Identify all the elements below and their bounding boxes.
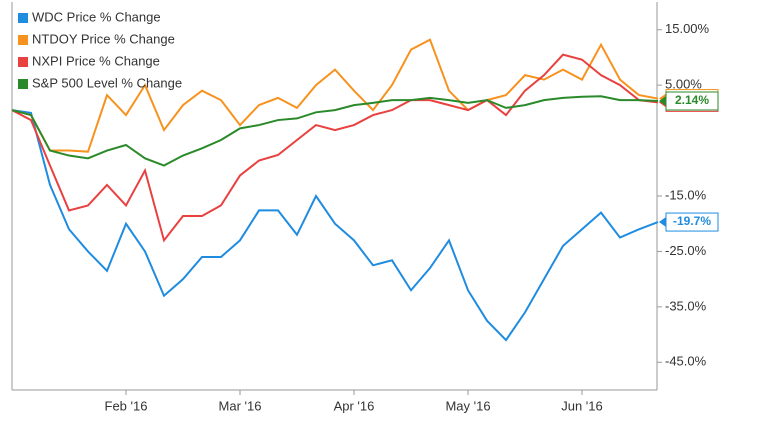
x-tick-label: Jun '16 xyxy=(561,398,603,413)
x-tick-label: Apr '16 xyxy=(334,398,375,413)
y-tick-label: -45.0% xyxy=(665,354,707,369)
y-tick-label: -15.0% xyxy=(665,187,707,202)
x-tick-label: Mar '16 xyxy=(219,398,262,413)
end-label-text: -19.7% xyxy=(673,214,711,228)
x-tick-label: Feb '16 xyxy=(105,398,148,413)
legend-label: NXPI Price % Change xyxy=(32,53,160,68)
y-tick-label: -25.0% xyxy=(665,243,707,258)
y-tick-label: -35.0% xyxy=(665,298,707,313)
legend-swatch xyxy=(18,35,28,45)
end-label: -19.7% xyxy=(659,212,719,232)
legend-label: S&P 500 Level % Change xyxy=(32,75,182,90)
series-line xyxy=(11,109,659,342)
end-label-pointer xyxy=(659,95,666,106)
end-label: 2.14% xyxy=(659,91,719,111)
series-line xyxy=(11,53,659,243)
end-label-pointer xyxy=(659,217,666,228)
legend-swatch xyxy=(18,57,28,67)
end-label-text: 2.14% xyxy=(675,93,709,107)
legend-label: WDC Price % Change xyxy=(32,9,161,24)
series-line xyxy=(11,95,659,167)
y-tick-label: 5.00% xyxy=(665,77,702,92)
series-line xyxy=(11,38,659,153)
x-tick-label: May '16 xyxy=(445,398,490,413)
legend-swatch xyxy=(18,13,28,23)
y-tick-label: 15.00% xyxy=(665,21,710,36)
legend-label: NTDOY Price % Change xyxy=(32,31,175,46)
legend-swatch xyxy=(18,79,28,89)
